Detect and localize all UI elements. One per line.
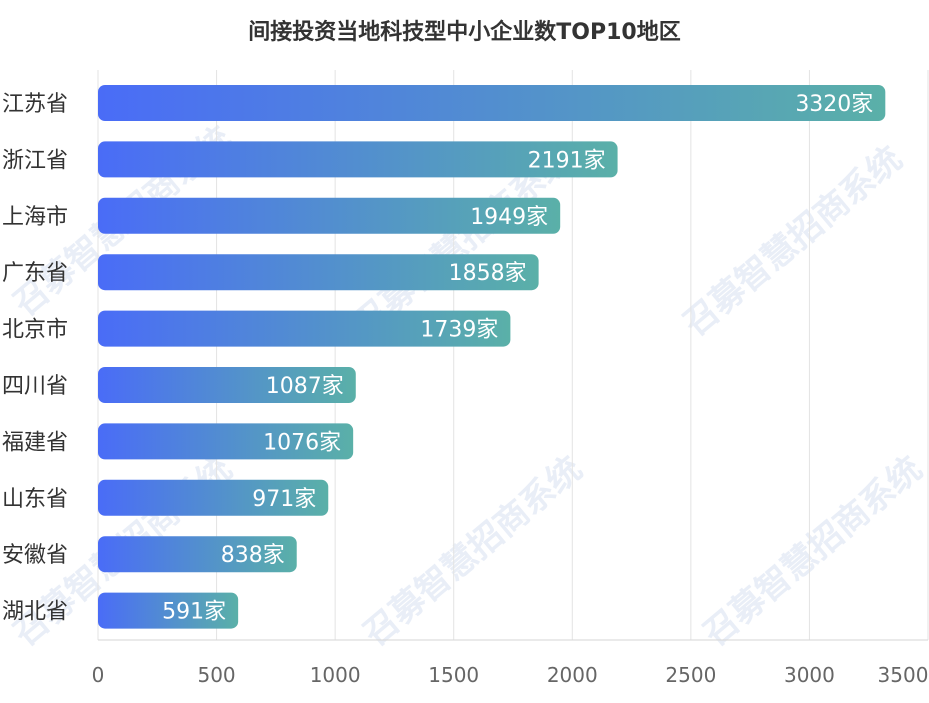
bar-value-label: 971家 [252,487,316,512]
bar-value-label: 1076家 [263,430,341,455]
watermark-text: 召募智慧招商系统 [356,449,590,654]
category-label: 上海市 [2,205,68,230]
bar [98,367,356,403]
category-label: 湖北省 [2,600,68,625]
bar-value-label: 1949家 [470,205,548,230]
bar-value-label: 2191家 [528,148,606,173]
chart-title: 间接投资当地科技型中小企业数TOP10地区 [248,20,681,45]
bar [98,85,886,121]
x-tick-label: 2500 [665,663,716,687]
category-label: 北京市 [2,318,68,343]
category-label: 四川省 [2,374,68,399]
bar [98,254,539,291]
x-tick-label: 3500 [878,663,929,687]
category-label: 广东省 [2,261,68,286]
bar [98,592,239,629]
x-tick-label: 1000 [310,663,361,687]
bar-value-label: 591家 [162,600,226,625]
x-tick-label: 1500 [428,663,479,687]
bar-value-label: 1739家 [420,318,498,343]
x-axis-ticks: 0 500 1000 1500 2000 2500 3000 3500 [92,663,929,687]
bar [98,423,354,460]
bar [98,141,618,178]
category-label: 山东省 [2,487,68,512]
bar-value-label: 1858家 [449,261,527,286]
bar [98,479,329,516]
category-label: 浙江省 [2,148,68,173]
watermark-text: 召募智慧招商系统 [696,449,929,654]
bar-value-label: 838家 [221,543,285,568]
bar [98,536,297,573]
x-tick-label: 500 [197,663,235,687]
category-label: 福建省 [2,430,68,455]
bar-value-label: 3320家 [795,92,873,117]
x-tick-label: 3000 [784,663,835,687]
x-tick-label: 2000 [547,663,598,687]
bar [98,310,511,347]
bar-value-label: 1087家 [266,374,344,399]
bars-group: 3320家 2191家 1949家 1858家 1739家 1087家 1076家 971家 8… [98,85,886,629]
bar [98,197,561,234]
category-label: 安徽省 [2,543,68,568]
watermark-text: 召募智慧招商系统 [676,139,910,344]
category-label: 江苏省 [2,92,68,117]
x-tick-label: 0 [92,663,105,687]
